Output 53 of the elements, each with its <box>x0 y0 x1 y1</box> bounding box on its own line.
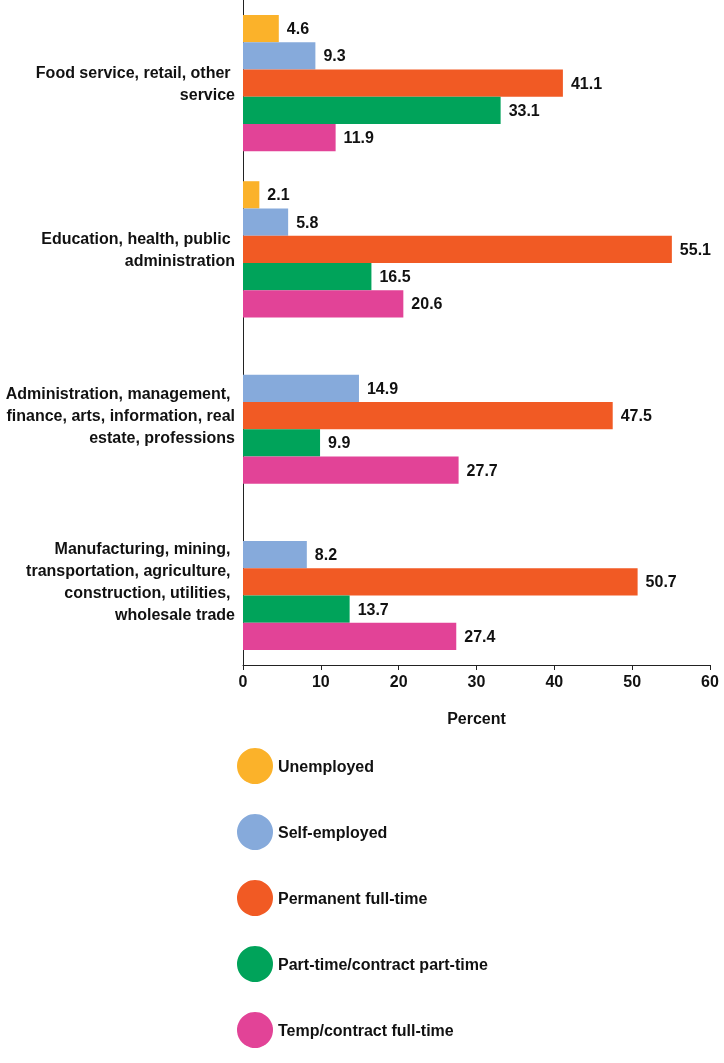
legend-label: Unemployed <box>278 757 375 775</box>
x-tick-label: 40 <box>545 672 564 690</box>
y-tick-label: Administration, management, finance, arts, information, real estate, professions <box>5 385 236 447</box>
data-label: 27.4 <box>464 627 496 645</box>
y-tick-label: Manufacturing, mining, transportation, agriculture, construction, utilities, wholesale trade <box>26 540 236 624</box>
x-tick-label: 50 <box>623 672 642 690</box>
bar <box>243 124 336 152</box>
data-label: 11.9 <box>343 129 374 147</box>
data-label: 2.1 <box>267 186 290 204</box>
data-label: 5.8 <box>296 213 319 231</box>
legend-label: Part-time/contract part-time <box>278 955 488 973</box>
legend-label: Permanent full-time <box>278 889 428 907</box>
data-label: 55.1 <box>679 240 712 258</box>
bar <box>243 235 672 264</box>
bar <box>243 568 638 596</box>
x-tick-label: 60 <box>701 672 719 690</box>
bar <box>243 429 321 457</box>
bar <box>243 374 359 402</box>
x-tick-label: 20 <box>389 672 408 690</box>
bar <box>243 181 260 209</box>
x-axis-title: Percent <box>447 709 507 727</box>
data-label: 9.3 <box>323 47 346 65</box>
data-label: 27.7 <box>466 461 498 479</box>
bar <box>243 42 316 70</box>
bar <box>243 456 459 484</box>
x-tick-label: 0 <box>238 672 248 690</box>
legend-label: Self-employed <box>278 823 388 841</box>
data-label: 41.1 <box>570 74 603 92</box>
data-label: 50.7 <box>645 573 677 591</box>
data-label: 13.7 <box>357 600 389 618</box>
x-tick-label: 10 <box>311 672 330 690</box>
data-label: 14.9 <box>366 379 399 397</box>
bar <box>243 622 457 651</box>
data-label: 20.6 <box>411 295 443 313</box>
bar <box>243 263 372 291</box>
bar <box>243 69 563 97</box>
data-label: 16.5 <box>379 268 411 286</box>
data-label: 4.6 <box>286 20 310 38</box>
bar <box>243 208 289 236</box>
y-tick-label: Food service, retail, other service <box>35 63 236 103</box>
data-label: 9.9 <box>328 434 351 452</box>
bar <box>243 401 613 430</box>
data-label: 33.1 <box>508 101 540 119</box>
bar <box>243 14 279 43</box>
bar <box>243 540 307 569</box>
bar <box>243 96 501 125</box>
data-label: 8.2 <box>314 546 338 564</box>
x-tick-label: 30 <box>467 672 486 690</box>
bar <box>243 290 404 318</box>
legend-label: Temp/contract full-time <box>278 1021 454 1039</box>
bar <box>243 595 350 623</box>
y-tick-label: Education, health, public administration <box>41 229 235 269</box>
data-label: 47.5 <box>620 407 652 425</box>
